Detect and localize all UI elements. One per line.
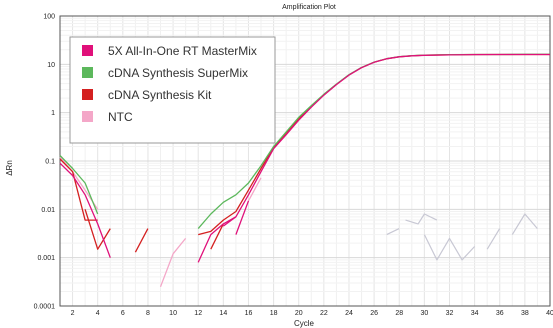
x-axis-title: Cycle xyxy=(294,319,315,328)
series-line xyxy=(59,162,111,258)
y-tick-label: 0.001 xyxy=(37,255,55,262)
x-tick-label: 4 xyxy=(96,310,100,317)
x-tick-label: 36 xyxy=(496,310,504,317)
background-noise-line xyxy=(511,213,538,235)
series-line xyxy=(84,209,111,250)
legend-swatch xyxy=(82,111,93,122)
series-line xyxy=(222,216,237,227)
y-tick-label: 0.01 xyxy=(41,207,55,214)
series-5x-all-in-one-rt-mastermix xyxy=(59,53,550,263)
x-tick-label: 22 xyxy=(320,310,328,317)
series-line xyxy=(59,155,99,215)
background-noise-line xyxy=(405,213,438,225)
x-tick-label: 20 xyxy=(295,310,303,317)
legend: 5X All-In-One RT MasterMix cDNA Synthesis… xyxy=(69,36,276,144)
series-line xyxy=(235,200,250,235)
x-tick-label: 30 xyxy=(420,310,428,317)
chart-title: Amplification Plot xyxy=(282,4,336,11)
x-tick-label: 6 xyxy=(121,310,125,317)
x-tick-label: 26 xyxy=(370,310,378,317)
plot-frame xyxy=(59,15,551,307)
background-noise-line xyxy=(486,228,501,250)
x-tick-label: 14 xyxy=(219,310,227,317)
x-tick-label: 10 xyxy=(169,310,177,317)
x-tick-label: 12 xyxy=(194,310,202,317)
legend-label: 5X All-In-One RT MasterMix xyxy=(108,44,257,58)
y-tick-label: 1 xyxy=(51,110,55,117)
series-line xyxy=(210,223,224,250)
legend-label: cDNA Synthesis Kit xyxy=(108,88,212,102)
tick-labels: 2 4 6 8 10 12 14 16 18 20 22 24 26 28 30 32 34 36 38 400.00… xyxy=(34,14,553,318)
series-line xyxy=(134,228,149,253)
legend-swatch xyxy=(82,45,93,56)
series-line xyxy=(159,237,187,288)
legend-box xyxy=(69,36,276,144)
legend-label: cDNA Synthesis SuperMix xyxy=(108,66,248,80)
legend-label: NTC xyxy=(108,110,133,124)
x-tick-label: 38 xyxy=(521,310,529,317)
legend-swatch xyxy=(82,89,93,100)
x-tick-label: 34 xyxy=(471,310,479,317)
series-line xyxy=(59,158,98,221)
series-line xyxy=(247,177,262,202)
x-tick-label: 40 xyxy=(546,310,553,317)
y-axis-title: ΔRn xyxy=(5,160,14,176)
background-noise-line xyxy=(423,234,476,261)
y-tick-label: 100 xyxy=(43,14,55,21)
x-tick-label: 28 xyxy=(395,310,403,317)
y-tick-label: 0.0001 xyxy=(34,304,56,311)
series-layer xyxy=(59,53,550,288)
x-tick-label: 8 xyxy=(146,310,150,317)
x-tick-label: 2 xyxy=(71,310,75,317)
x-tick-label: 32 xyxy=(446,310,454,317)
x-tick-label: 16 xyxy=(245,310,253,317)
x-tick-label: 18 xyxy=(270,310,278,317)
legend-swatch xyxy=(82,67,93,78)
series-line xyxy=(197,53,550,263)
y-tick-label: 10 xyxy=(47,62,55,69)
x-tick-label: 24 xyxy=(345,310,353,317)
background-noise-line xyxy=(386,228,400,236)
y-tick-label: 0.1 xyxy=(45,159,55,166)
